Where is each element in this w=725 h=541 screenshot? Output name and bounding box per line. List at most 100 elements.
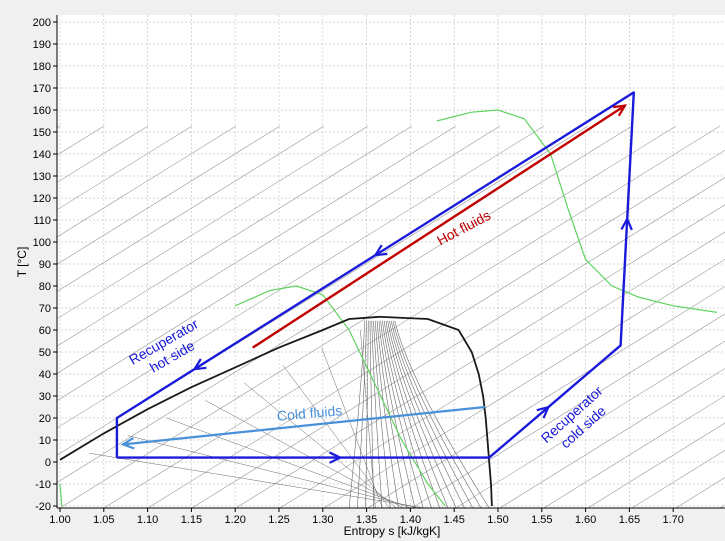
quality-line bbox=[382, 320, 432, 508]
y-tick-label: 170 bbox=[33, 83, 51, 95]
cold-fluids-arrow bbox=[122, 405, 485, 446]
cold-fluids-label: Cold fluids bbox=[276, 402, 343, 424]
saturated-vapor-line bbox=[379, 315, 493, 507]
quality-line bbox=[205, 400, 404, 508]
x-tick-label: 1.50 bbox=[487, 514, 508, 526]
y-tick-label: 20 bbox=[39, 413, 51, 425]
isobar-line bbox=[323, 258, 725, 508]
isobar-line bbox=[103, 125, 721, 508]
isobar-line bbox=[0, 126, 16, 541]
isobar-line bbox=[455, 340, 725, 508]
quality-line bbox=[392, 320, 482, 508]
isobar-line bbox=[411, 313, 725, 508]
quality-line bbox=[371, 320, 383, 508]
isobar-line bbox=[147, 149, 725, 508]
isobar-line bbox=[57, 125, 281, 265]
y-tick-label: 60 bbox=[39, 325, 51, 337]
x-tick-label: 1.65 bbox=[619, 514, 640, 526]
quality-line bbox=[365, 320, 369, 508]
x-tick-label: 1.10 bbox=[137, 514, 158, 526]
y-tick-label: 10 bbox=[39, 435, 51, 447]
cycle-direction-arrow bbox=[620, 216, 633, 231]
quality-line bbox=[375, 320, 399, 508]
isobar-line bbox=[279, 231, 725, 508]
y-tick-label: 40 bbox=[39, 369, 51, 381]
y-tick-label: -10 bbox=[35, 479, 51, 491]
isobar-line bbox=[57, 125, 325, 292]
green-curve bbox=[234, 285, 446, 507]
isobar-line bbox=[57, 125, 193, 211]
quality-line bbox=[385, 320, 449, 508]
isobar-line bbox=[57, 125, 369, 320]
isobar-line bbox=[543, 395, 725, 508]
x-tick-label: 1.15 bbox=[181, 514, 202, 526]
cycle-direction-arrow bbox=[192, 358, 207, 371]
y-tick-label: 180 bbox=[33, 61, 51, 73]
isobar-line bbox=[57, 125, 545, 429]
x-tick-label: 1.55 bbox=[531, 514, 552, 526]
isobar-line bbox=[59, 125, 677, 508]
quality-line bbox=[89, 452, 425, 508]
x-tick-label: 1.60 bbox=[575, 514, 596, 526]
saturation-dome bbox=[59, 315, 493, 507]
quality-line bbox=[373, 320, 391, 508]
isobars bbox=[0, 125, 725, 541]
x-tick-label: 1.00 bbox=[49, 514, 70, 526]
quality-line bbox=[348, 320, 366, 508]
flow-arrows bbox=[120, 104, 633, 464]
isobar-line bbox=[57, 125, 633, 483]
quality-line bbox=[378, 320, 416, 508]
quality-line bbox=[380, 320, 424, 508]
quality-line bbox=[166, 417, 411, 508]
y-tick-label: 50 bbox=[39, 347, 51, 359]
saturated-liquid-line bbox=[59, 315, 380, 461]
y-tick-label: 30 bbox=[39, 391, 51, 403]
quality-line bbox=[383, 320, 441, 508]
y-tick-label: 140 bbox=[33, 149, 51, 161]
isobar-line bbox=[57, 125, 457, 374]
quality-line bbox=[243, 382, 397, 508]
quality-line bbox=[127, 435, 418, 508]
y-tick-label: 90 bbox=[39, 259, 51, 271]
green-curves bbox=[59, 109, 718, 507]
isobar-line bbox=[631, 449, 725, 508]
quality-line bbox=[357, 320, 367, 508]
y-tick-label: 110 bbox=[33, 215, 51, 227]
isobar-line bbox=[57, 125, 501, 402]
plot-area bbox=[57, 15, 725, 508]
isobar-line bbox=[499, 368, 725, 508]
isobar-line bbox=[57, 125, 237, 238]
y-tick-label: 130 bbox=[33, 171, 51, 183]
quality-line bbox=[394, 320, 490, 508]
y-tick-label: 0 bbox=[45, 457, 51, 469]
x-tick-label: 1.25 bbox=[268, 514, 289, 526]
green-curve bbox=[436, 109, 718, 313]
x-tick-label: 1.40 bbox=[400, 514, 421, 526]
y-tick-label: 160 bbox=[33, 105, 51, 117]
x-tick-label: 1.70 bbox=[662, 514, 683, 526]
hot-fluids-arrow bbox=[252, 104, 626, 349]
x-tick-label: 1.20 bbox=[224, 514, 245, 526]
isobar-line bbox=[367, 286, 725, 508]
cold-fluids-arrowhead bbox=[120, 437, 135, 450]
y-tick-label: -20 bbox=[35, 501, 51, 513]
x-tick-label: 1.30 bbox=[312, 514, 333, 526]
cycle-direction-arrow bbox=[329, 451, 343, 464]
y-tick-label: 200 bbox=[33, 17, 51, 29]
quality-line bbox=[387, 320, 457, 508]
isobar-line bbox=[587, 422, 725, 508]
y-axis-label: T [°C] bbox=[15, 247, 29, 278]
x-tick-label: 1.45 bbox=[443, 514, 464, 526]
ticks: -20 -10 0 10 20 30 40 50 60 70 80 90 100 110 120 130 140… bbox=[33, 17, 684, 526]
x-tick-label: 1.05 bbox=[93, 514, 114, 526]
quality-line bbox=[389, 320, 465, 508]
hot-fluids-arrowhead bbox=[612, 104, 628, 117]
isobar-line bbox=[57, 125, 413, 347]
y-tick-label: 120 bbox=[33, 193, 51, 205]
y-tick-label: 80 bbox=[39, 281, 51, 293]
y-tick-label: 70 bbox=[39, 303, 51, 315]
isobar-line bbox=[191, 177, 725, 508]
quality-line bbox=[321, 347, 383, 508]
x-axis-label: Entropy s [kJ/kgK] bbox=[344, 524, 441, 538]
quality-line bbox=[282, 365, 390, 508]
